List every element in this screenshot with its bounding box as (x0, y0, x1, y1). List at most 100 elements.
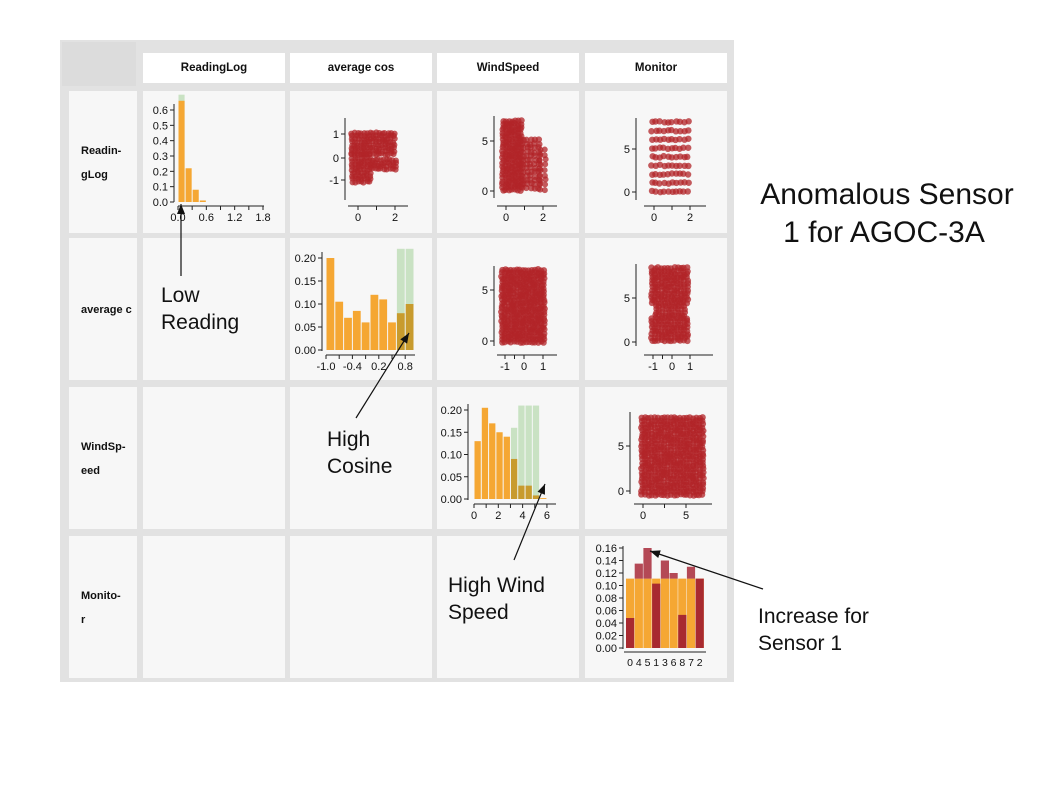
scatter-point (685, 127, 692, 134)
monitor-bar-baseline (626, 578, 635, 648)
hist-bar-selected (489, 423, 496, 499)
y-tick-label: 0.00 (295, 345, 316, 357)
scatter-point (668, 118, 675, 126)
scatter-point (656, 180, 663, 187)
hist-bar-selected (396, 313, 405, 350)
y-tick-label: 0 (333, 153, 339, 165)
scatter-point (685, 144, 692, 151)
monitor-category-label: 8 (679, 657, 685, 669)
scatter-point (537, 186, 544, 193)
scatter-point (660, 152, 667, 160)
y-tick-label: -1 (329, 175, 339, 187)
monitor-bar-baseline (686, 578, 696, 648)
scatter-point (698, 491, 706, 498)
scatter-point (542, 156, 549, 163)
x-tick-label: 0.6 (199, 212, 214, 224)
y-tick-label: 0 (482, 186, 488, 198)
scatter-point (656, 118, 663, 125)
matrix-cell (290, 536, 432, 678)
scatter-point (685, 179, 692, 186)
matrix-cell (143, 387, 285, 529)
monitor-category-label: 3 (662, 657, 668, 669)
y-tick-label: 0 (624, 187, 630, 199)
scatter-point (523, 184, 530, 192)
monitor-bar-excess (686, 566, 696, 579)
y-tick-label: 0.16 (596, 543, 617, 555)
title-line-1: Anomalous Sensor (760, 178, 1013, 211)
arrow-high-cosine-head (400, 333, 409, 344)
y-tick-label: 0.04 (596, 618, 617, 630)
monitor-bar-baseline (643, 578, 652, 648)
hist-bar-selected (352, 310, 361, 350)
monitor-bar-excess (660, 560, 669, 579)
scatter-point (676, 162, 683, 169)
annotation-high-cosine-0: High (327, 428, 370, 451)
scatter-point (676, 135, 683, 143)
title-block: Anomalous Sensor 1 for AGOC-3A (760, 178, 1013, 249)
monitor-bar-selected (626, 618, 635, 648)
hist-bar-highlight (518, 405, 525, 499)
y-tick-label: 0.0 (153, 197, 168, 209)
matrix-cell (143, 91, 285, 233)
matrix-cell (143, 238, 285, 380)
y-tick-label: 1 (333, 129, 339, 141)
x-tick-label: 1.8 (255, 212, 270, 224)
row-label-0-0: Readin- (81, 145, 122, 157)
hist-bar-selected (481, 407, 489, 499)
y-tick-label: 5 (618, 441, 624, 453)
scatter-point (680, 144, 687, 151)
monitor-bar-baseline (669, 578, 678, 648)
scatter-point (541, 146, 548, 153)
chart-readinglog-hist: 0.0 0.1 0.2 0.3 0.4 0.5 0.6 0.0 0.6 1.2 1.8 (153, 94, 271, 224)
y-tick-label: 0.20 (295, 253, 316, 265)
hist-bar-selected (388, 322, 396, 350)
hist-bar-selected (199, 200, 206, 202)
scatter-point (684, 171, 692, 178)
row-header-bg (69, 238, 137, 380)
hist-bar-selected (525, 485, 532, 499)
scatter-point (680, 170, 687, 177)
x-tick-label: 6 (544, 510, 550, 522)
chart-scatter-r2-wind: 5 0 -1 0 1 (482, 266, 557, 373)
hist-bar-selected (178, 100, 185, 202)
row-header-bg (69, 387, 137, 529)
monitor-bar-baseline (660, 578, 669, 648)
x-tick-label: 0 (471, 510, 477, 522)
monitor-bar-selected (678, 614, 687, 648)
monitor-bar-excess (669, 573, 678, 579)
chart-scatter-r3-monitor: 5 0 0 5 (618, 412, 712, 522)
annotation-high-wind-1: Speed (448, 601, 509, 624)
row-label-3-1: r (81, 614, 86, 626)
x-tick-label: 2 (495, 510, 501, 522)
y-tick-label: 0.4 (153, 136, 168, 148)
x-tick-label: -0.4 (343, 361, 362, 373)
monitor-bar-selected (695, 578, 704, 648)
chart-scatter-r1-monitor: 5 0 0 2 (624, 118, 706, 224)
scatter-point (540, 339, 547, 346)
y-tick-label: 5 (482, 285, 488, 297)
row-header-bg (69, 91, 137, 233)
column-header-3: Monitor (635, 62, 678, 74)
monitor-category-label: 5 (645, 657, 651, 669)
x-tick-label: 0 (521, 361, 527, 373)
column-header-0: ReadingLog (181, 62, 247, 74)
x-tick-label: 2 (687, 212, 693, 224)
scatter-point (660, 188, 668, 195)
annotation-high-cosine-1: Cosine (327, 455, 392, 478)
x-tick-label: -1 (500, 361, 510, 373)
x-tick-label: 0 (651, 212, 657, 224)
y-tick-label: 0.5 (153, 120, 168, 132)
hist-bar-highlight (525, 405, 532, 499)
scatter-point (542, 181, 549, 188)
hist-bar-selected (518, 485, 525, 499)
column-header-bg (585, 53, 727, 83)
monitor-bar-excess (643, 548, 652, 579)
x-tick-label: -1 (648, 361, 658, 373)
x-tick-label: 2 (392, 212, 398, 224)
arrow-high-wind-head (537, 484, 545, 495)
hist-bar-selected (540, 498, 547, 499)
scatter-point (652, 188, 659, 195)
hist-bar-selected (370, 294, 379, 350)
monitor-category-label: 7 (688, 657, 694, 669)
